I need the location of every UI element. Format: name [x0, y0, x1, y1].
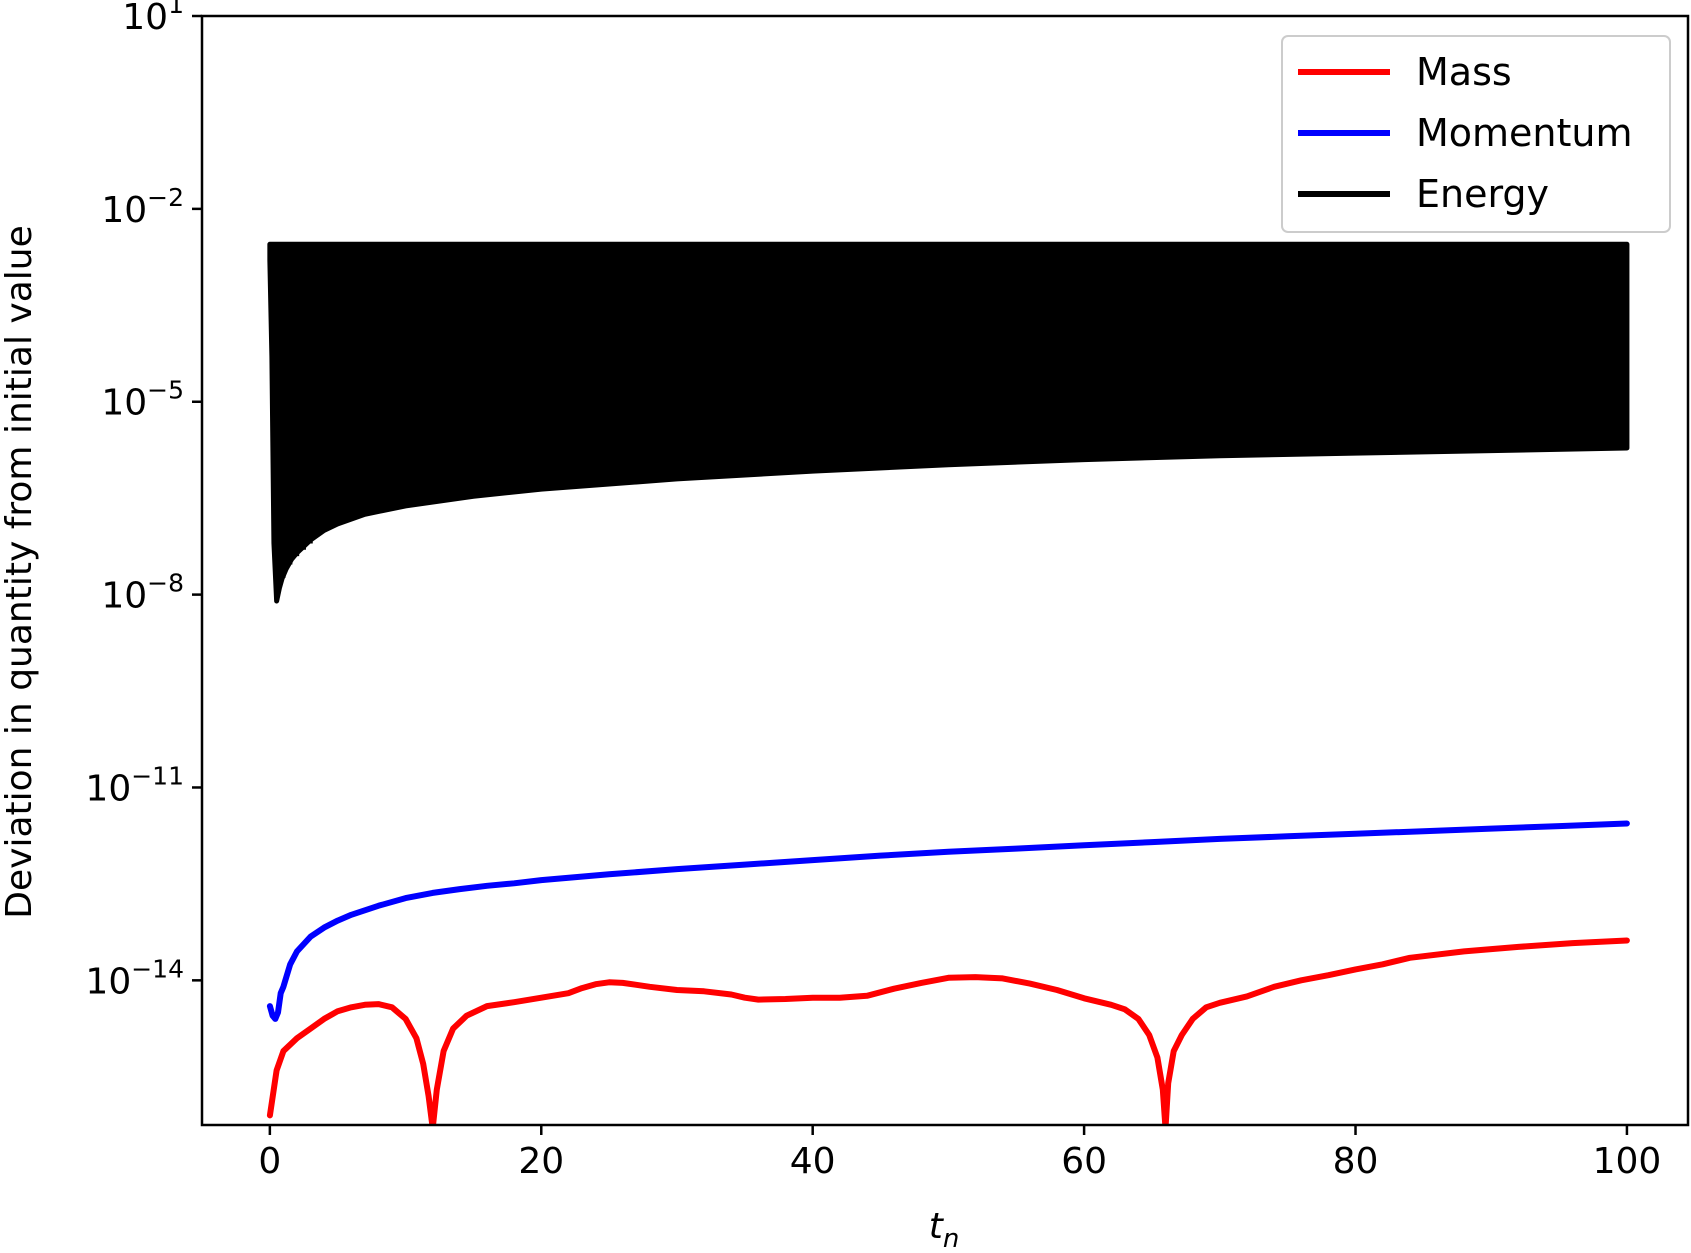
axes [200, 14, 1690, 1127]
plot-area [266, 241, 1630, 1125]
x-axis-label: tn [929, 1206, 960, 1253]
y-tick-label: 10−14 [85, 954, 184, 1002]
y-tick-label: 101 [122, 0, 184, 38]
axes-frame [200, 14, 1690, 1127]
y-tick-label: 10−2 [101, 183, 184, 231]
legend-label-mass: Mass [1416, 50, 1512, 94]
y-tick-label: 10−5 [101, 376, 184, 424]
x-tick-label: 80 [1333, 1141, 1379, 1182]
x-tick-label: 40 [790, 1141, 836, 1182]
series-energy [267, 241, 1630, 604]
y-axis-label: Deviation in quantity from initial value [0, 225, 40, 918]
x-tick-label: 0 [258, 1141, 281, 1182]
legend-label-energy: Energy [1416, 172, 1549, 216]
ticks: 0 20 40 60 80 100 101 10−2 10−5 10−8 10−11 10−14 [85, 0, 1661, 1182]
legend-label-momentum: Momentum [1416, 111, 1633, 155]
x-tick-label: 20 [518, 1141, 564, 1182]
series-momentum [266, 820, 1630, 1022]
series-mass [266, 937, 1630, 1125]
x-tick-label: 100 [1593, 1141, 1662, 1182]
legend: Mass Momentum Energy [1281, 35, 1671, 233]
y-tick-label: 10−11 [85, 761, 184, 809]
y-tick-label: 10−8 [101, 569, 184, 617]
x-tick-label: 60 [1061, 1141, 1107, 1182]
legend-box [1281, 35, 1671, 233]
energy-band [267, 241, 1630, 604]
